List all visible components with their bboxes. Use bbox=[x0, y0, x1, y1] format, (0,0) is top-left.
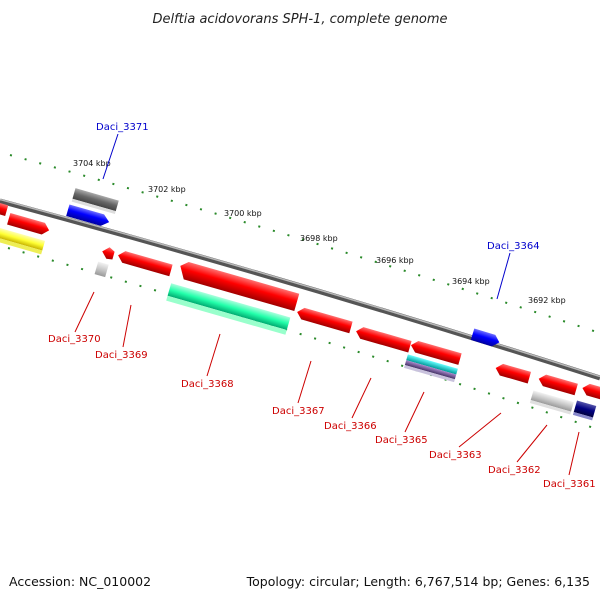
outer-tick-ring bbox=[9, 154, 600, 334]
tick-label-3704: 3704 kbp bbox=[73, 159, 111, 168]
genome-backbone bbox=[0, 198, 600, 381]
tick-label-3702: 3702 kbp bbox=[148, 185, 186, 194]
gene-daci-3365[interactable] bbox=[404, 354, 458, 383]
map-title: Delftia acidovorans SPH-1, complete geno… bbox=[152, 12, 447, 27]
gene-label-daci-3362[interactable]: Daci_3362 bbox=[488, 465, 541, 476]
gene-label-daci-3368[interactable]: Daci_3368 bbox=[181, 379, 234, 390]
gene-red-mid[interactable] bbox=[409, 339, 462, 365]
gene-daci-3368[interactable] bbox=[166, 283, 291, 335]
tick-label-3700: 3700 kbp bbox=[224, 209, 262, 218]
gene-red-left[interactable] bbox=[7, 212, 51, 236]
leader-lines bbox=[74, 133, 580, 476]
gene-daci-3366[interactable] bbox=[354, 326, 412, 353]
tick-label-3698: 3698 kbp bbox=[300, 234, 338, 243]
gene-label-daci-3367[interactable]: Daci_3367 bbox=[272, 406, 325, 417]
tick-label-3696: 3696 kbp bbox=[376, 256, 414, 265]
gene-daci-3363[interactable] bbox=[494, 362, 531, 384]
gene-label-daci-3365[interactable]: Daci_3365 bbox=[375, 435, 428, 446]
tick-label-3694: 3694 kbp bbox=[452, 277, 490, 286]
accession-text: Accession: NC_010002 bbox=[9, 574, 151, 589]
gene-label-daci-3364[interactable]: Daci_3364 bbox=[487, 241, 540, 252]
feature-red-left-edge[interactable] bbox=[0, 202, 9, 216]
feature-grey-top[interactable] bbox=[71, 188, 119, 215]
gene-daci-3367[interactable] bbox=[295, 306, 353, 334]
gene-daci-3369[interactable] bbox=[116, 250, 173, 277]
gene-daci-3370[interactable] bbox=[94, 261, 109, 278]
feature-yellow[interactable] bbox=[0, 227, 45, 255]
gene-label-daci-3363[interactable]: Daci_3363 bbox=[429, 450, 482, 461]
gene-red-right-b[interactable] bbox=[581, 382, 600, 401]
gene-daci-3362[interactable] bbox=[529, 390, 574, 415]
gene-daci-3370-arrow[interactable] bbox=[101, 246, 116, 261]
gene-daci-3368-upper[interactable] bbox=[177, 260, 300, 312]
tick-label-3692: 3692 kbp bbox=[528, 296, 566, 305]
gene-label-daci-3369[interactable]: Daci_3369 bbox=[95, 350, 148, 361]
genome-stats-text: Topology: circular; Length: 6,767,514 bp… bbox=[246, 574, 590, 589]
gene-label-daci-3366[interactable]: Daci_3366 bbox=[324, 421, 377, 432]
gene-red-right-a[interactable] bbox=[537, 373, 578, 396]
gene-daci-3361[interactable] bbox=[572, 400, 597, 421]
gene-label-daci-3370[interactable]: Daci_3370 bbox=[48, 334, 101, 345]
gene-daci-3364[interactable] bbox=[470, 328, 501, 348]
gene-label-daci-3371[interactable]: Daci_3371 bbox=[96, 122, 149, 133]
gene-daci-3371[interactable] bbox=[66, 204, 111, 227]
gene-label-daci-3361[interactable]: Daci_3361 bbox=[543, 479, 596, 490]
